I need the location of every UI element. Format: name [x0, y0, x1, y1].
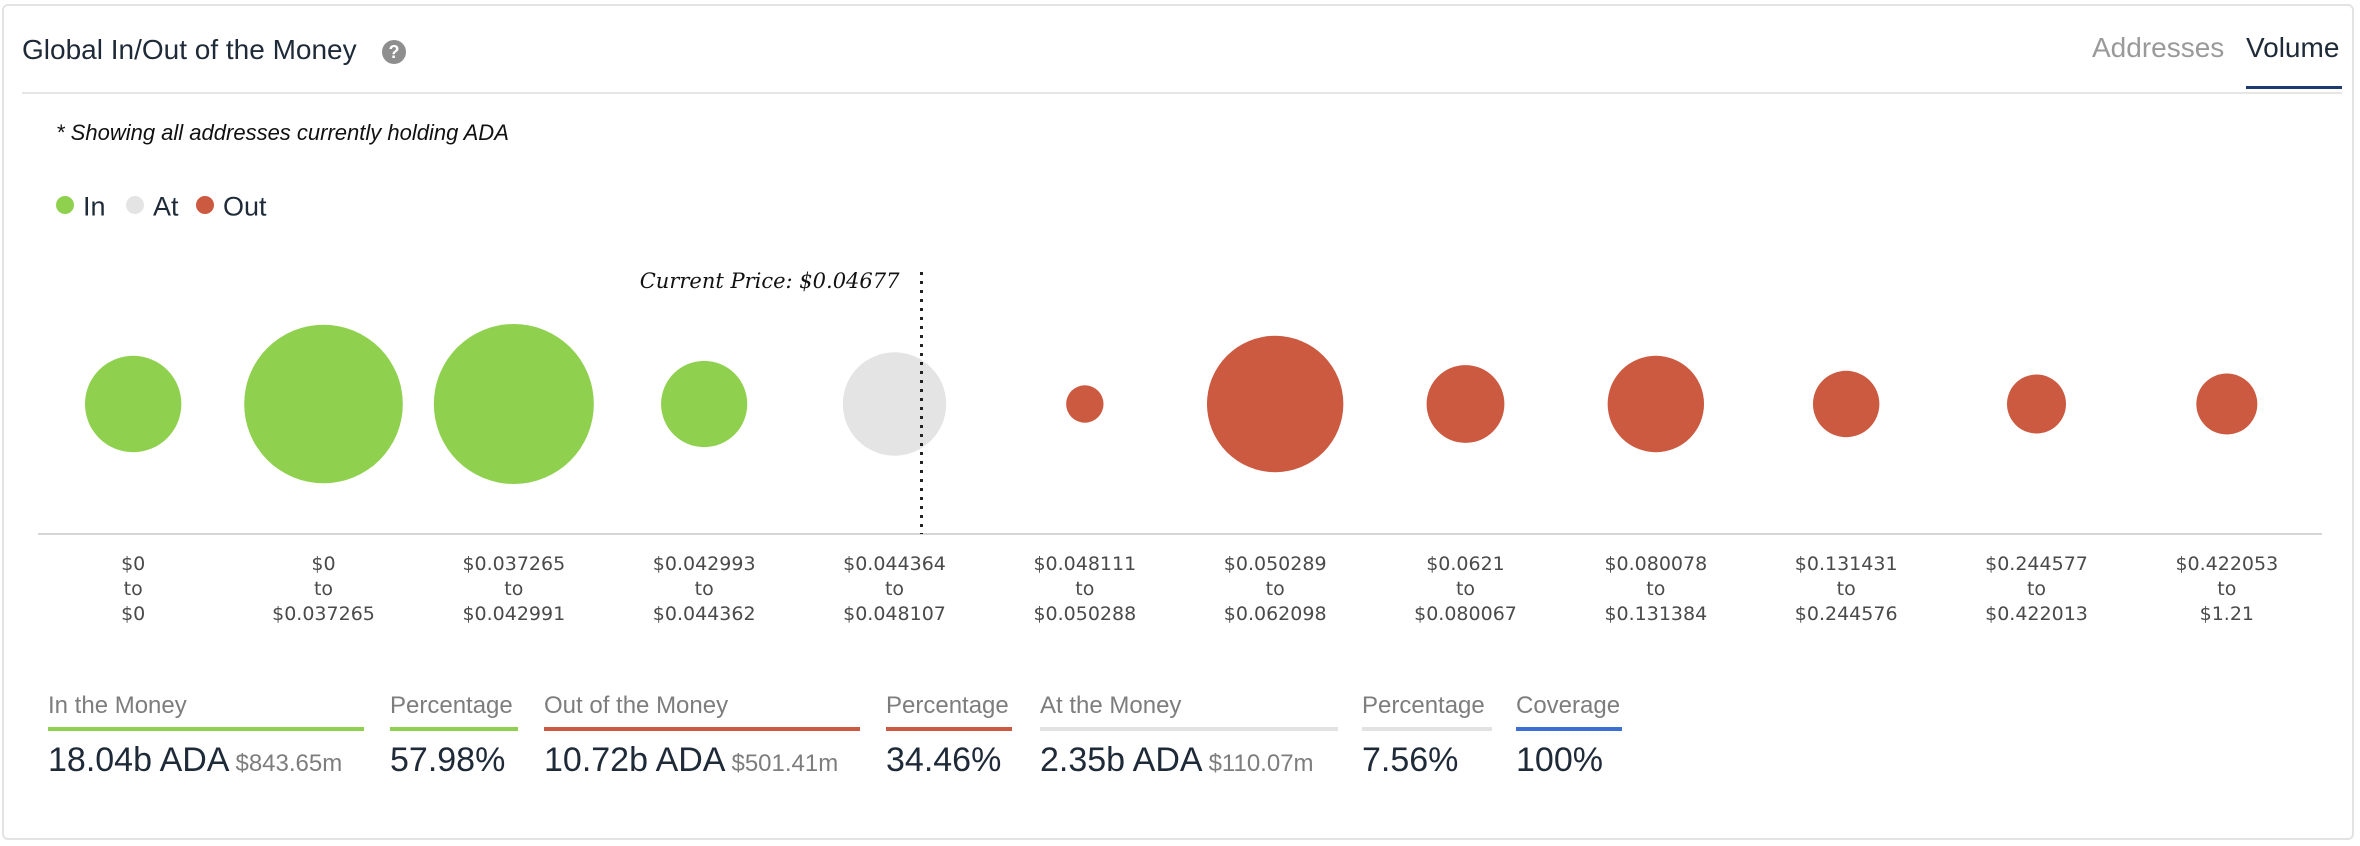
bubble-range-label: to	[2217, 578, 2236, 600]
bubble-range-label: to	[314, 578, 333, 600]
bubble-range-label: to	[504, 578, 523, 600]
bubble-range-label: $0.080067	[1414, 603, 1517, 625]
legend-label-at: At	[153, 191, 179, 222]
bubble-out[interactable]	[2007, 374, 2066, 434]
bubble-in[interactable]	[84, 355, 182, 453]
bubble-range-label: $1.21	[2200, 603, 2254, 625]
legend-dot-in	[56, 195, 74, 214]
summary-out-of-the-money: Out of the Money 10.72b ADA $501.41m	[544, 692, 860, 780]
current-price-label: Current Price: $0.04677	[640, 269, 900, 293]
bubble-range-label: $0.048111	[1033, 553, 1136, 575]
header-divider	[22, 92, 2342, 94]
legend-dot-out	[196, 195, 214, 214]
bubble-range-label: to	[1266, 578, 1285, 600]
bubble-range-label: $0.044362	[653, 603, 756, 625]
legend-dot-at	[126, 195, 144, 214]
tab-volume[interactable]: Volume	[2246, 32, 2340, 63]
page-title: Global In/Out of the Money	[22, 34, 357, 65]
summary-in-value: 18.04b ADA	[48, 741, 230, 779]
summary-in-line	[48, 727, 364, 731]
bubble-range-label: to	[2027, 578, 2046, 600]
bubble-at[interactable]	[842, 352, 947, 456]
bubble-out[interactable]	[2196, 373, 2258, 435]
summary-coverage-value: 100%	[1516, 741, 1603, 779]
bubble-range-label: to	[124, 578, 143, 600]
tab-addresses[interactable]: Addresses	[2092, 32, 2225, 63]
bubble-range-label: $0.131384	[1604, 603, 1707, 625]
summary-out-usd: $501.41m	[731, 750, 839, 777]
summary-at-value: 2.35b ADA	[1040, 741, 1203, 779]
summary-in-label: In the Money	[48, 692, 187, 719]
bubble-out[interactable]	[1812, 370, 1880, 438]
summary-coverage-label: Coverage	[1516, 692, 1621, 719]
bubble-range-label: $0.244577	[1985, 553, 2088, 575]
bubble-range-label: $0.044364	[843, 553, 946, 575]
summary-out-pct-line	[886, 727, 1012, 731]
bubble-range-label: $0.422013	[1985, 603, 2088, 625]
summary-out-pct-value: 34.46%	[886, 741, 1002, 779]
summary-out-percentage: Percentage 34.46%	[886, 692, 1012, 780]
bubble-range-label: $0	[121, 603, 145, 625]
bubble-range-label: $0.080078	[1604, 553, 1707, 575]
summary-in-the-money: In the Money 18.04b ADA $843.65m	[48, 692, 364, 780]
bubble-in[interactable]	[433, 324, 594, 484]
bubble-range-label: $0.422053	[2175, 553, 2278, 575]
summary-out-line	[544, 727, 860, 731]
holding-note: * Showing all addresses currently holdin…	[56, 120, 509, 145]
legend-label-out: Out	[223, 191, 267, 222]
bubble-chart: $0 to $0 $0 to $0.037265 $0.037265 to $0.042991 $…	[38, 269, 2322, 625]
bubble-range-label: $0	[121, 553, 145, 575]
bubble-in[interactable]	[244, 324, 403, 484]
summary-out-label: Out of the Money	[544, 692, 729, 719]
bubble-out[interactable]	[1206, 335, 1344, 473]
bubble-range-label: to	[1075, 578, 1094, 600]
legend-label-in: In	[83, 191, 106, 222]
summary-in-usd: $843.65m	[235, 750, 343, 777]
bubble-range-label: to	[1837, 578, 1856, 600]
summary-at-the-money: At the Money 2.35b ADA $110.07m	[1040, 692, 1338, 780]
iomap-card: Global In/Out of the Money ? Addresses V…	[2, 4, 2354, 840]
legend-item-in[interactable]: In	[56, 190, 106, 222]
bubble-range-label: $0.050288	[1033, 603, 1136, 625]
bubble-range-label: $0.042991	[462, 603, 565, 625]
summary-in-percentage: Percentage 57.98%	[390, 692, 518, 780]
bubble-range-label: $0.037265	[462, 553, 565, 575]
summary-in-pct-label: Percentage	[390, 692, 513, 719]
bubble-out[interactable]	[1426, 365, 1505, 443]
summary-coverage-line	[1516, 727, 1622, 731]
legend-item-at[interactable]: At	[126, 190, 179, 222]
bubble-out[interactable]	[1607, 355, 1705, 453]
question-circle-icon[interactable]: ?	[382, 40, 406, 64]
bubble-range-label: to	[1646, 578, 1665, 600]
summary-in-pct-line	[390, 727, 518, 731]
bubble-range-label: $0.062098	[1224, 603, 1327, 625]
legend-item-out[interactable]: Out	[196, 190, 267, 222]
summary-at-pct-line	[1362, 727, 1492, 731]
bubble-range-label: $0.244576	[1795, 603, 1898, 625]
summary-at-percentage: Percentage 7.56%	[1362, 692, 1492, 780]
active-tab-indicator	[2246, 86, 2342, 89]
summary-coverage: Coverage 100%	[1516, 692, 1622, 780]
summary-out-value: 10.72b ADA	[544, 741, 726, 779]
bubble-in[interactable]	[661, 360, 748, 448]
summary-at-label: At the Money	[1040, 692, 1182, 719]
bubble-range-label: $0.037265	[272, 603, 375, 625]
summary-at-line	[1040, 727, 1338, 731]
bubble-range-label: $0.050289	[1224, 553, 1327, 575]
bubble-range-label: $0.0621	[1426, 553, 1505, 575]
summary-out-pct-label: Percentage	[886, 692, 1009, 719]
summary-in-pct-value: 57.98%	[390, 741, 506, 779]
summary-at-usd: $110.07m	[1208, 750, 1314, 777]
bubble-out[interactable]	[1066, 385, 1104, 423]
bubble-range-label: $0	[311, 553, 335, 575]
bubble-range-label: $0.048107	[843, 603, 946, 625]
summary-at-pct-value: 7.56%	[1362, 741, 1459, 779]
bubble-range-label: to	[1456, 578, 1475, 600]
bubble-range-label: $0.131431	[1795, 553, 1898, 575]
summary-at-pct-label: Percentage	[1362, 692, 1485, 719]
bubble-range-label: to	[885, 578, 904, 600]
bubble-range-label: to	[695, 578, 714, 600]
bubble-range-label: $0.042993	[653, 553, 756, 575]
